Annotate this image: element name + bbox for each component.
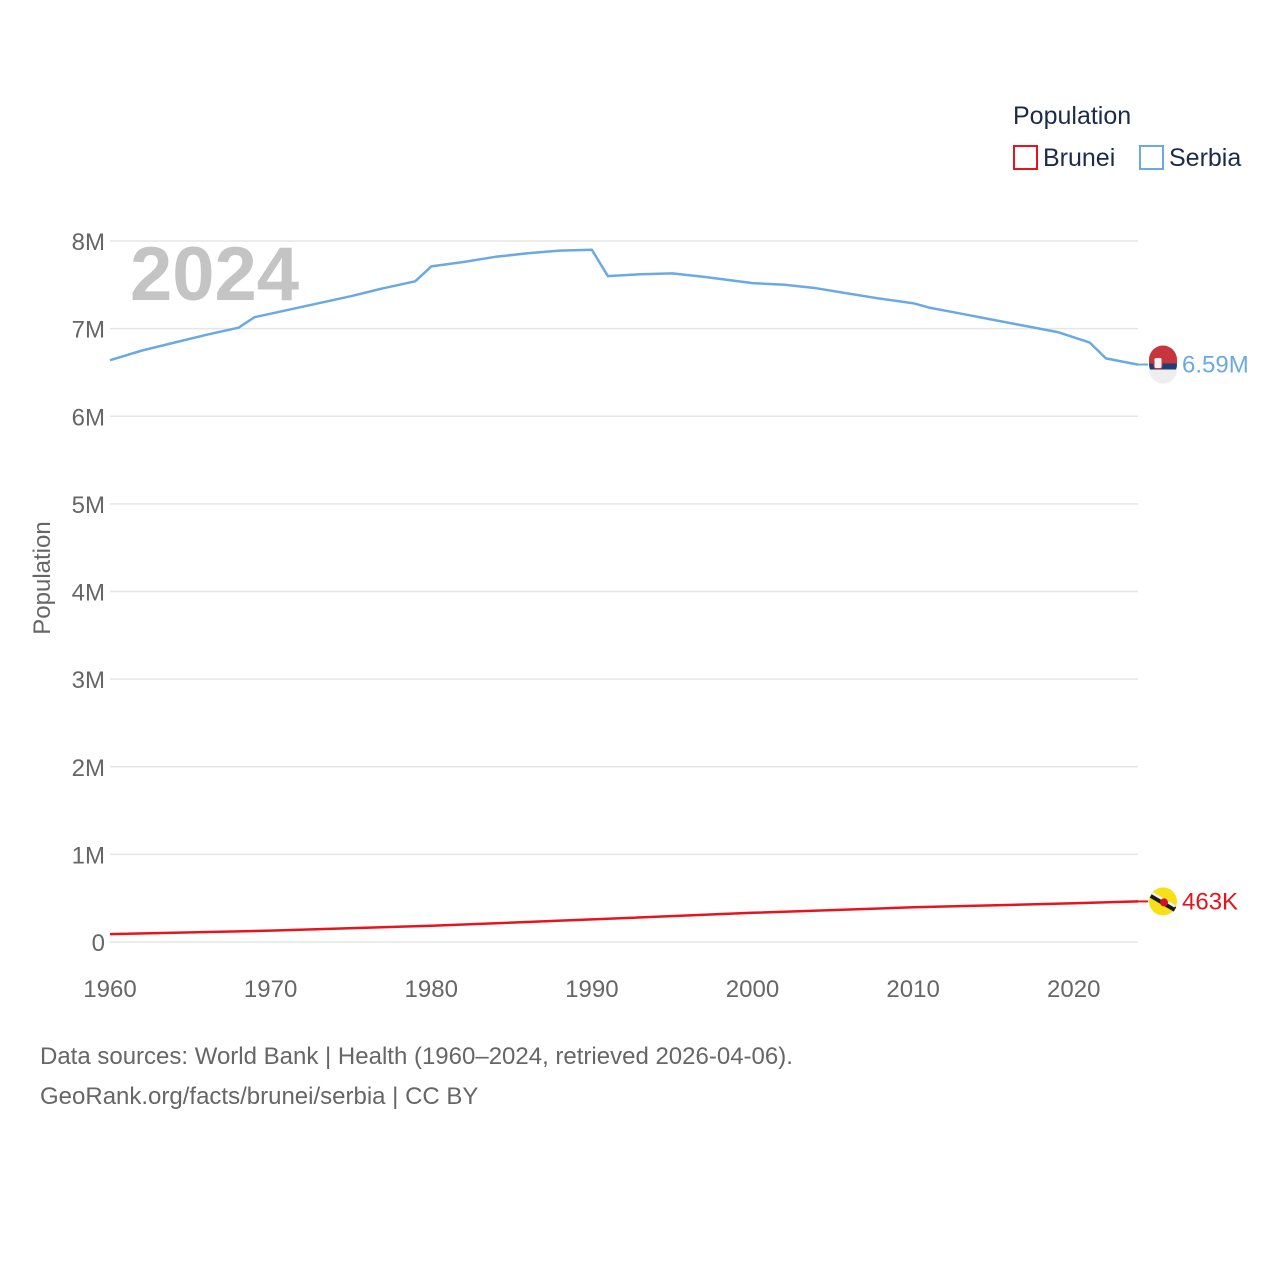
year-label: 2024 bbox=[130, 232, 299, 317]
y-tick-label: 5M bbox=[72, 492, 105, 519]
y-tick-label: 1M bbox=[72, 842, 105, 869]
x-tick-label: 1990 bbox=[565, 976, 618, 1003]
serbia-legend-label[interactable]: Serbia bbox=[1169, 144, 1241, 172]
brunei-legend-label[interactable]: Brunei bbox=[1043, 144, 1115, 172]
legend: Population Brunei Serbia bbox=[1013, 102, 1241, 172]
brunei-series-line bbox=[109, 900, 1139, 936]
x-tick-label: 1960 bbox=[83, 976, 136, 1003]
brunei-end-value-label: 463K bbox=[1182, 888, 1238, 915]
population-line-chart: 0 1M 2M 3M 4M 5M 6M 7M 8M 1960 1970 1980 1990 2000 20… bbox=[29, 102, 1249, 1003]
y-tick-label: 3M bbox=[72, 667, 105, 694]
y-tick-label: 2M bbox=[72, 755, 105, 782]
y-tick-label: 6M bbox=[72, 404, 105, 431]
serbia-legend-swatch[interactable] bbox=[1139, 145, 1164, 170]
x-tick-label: 1980 bbox=[405, 976, 458, 1003]
y-tick-label: 7M bbox=[72, 317, 105, 344]
x-tick-label: 2010 bbox=[886, 976, 939, 1003]
legend-item-brunei[interactable]: Brunei bbox=[1013, 144, 1115, 172]
x-tick-label: 1970 bbox=[244, 976, 297, 1003]
series-end-markers: 463K 6.59M bbox=[1138, 345, 1249, 916]
y-axis-title: Population bbox=[29, 521, 56, 634]
brunei-legend-swatch[interactable] bbox=[1013, 145, 1038, 170]
x-tick-label: 2020 bbox=[1047, 976, 1100, 1003]
series-lines bbox=[109, 248, 1139, 936]
footer-attribution[interactable]: GeoRank.org/facts/brunei/serbia | CC BY bbox=[40, 1083, 479, 1110]
y-tick-label: 4M bbox=[72, 580, 105, 607]
grid-lines bbox=[110, 240, 1138, 943]
legend-title: Population bbox=[1013, 102, 1131, 130]
brunei-flag-icon bbox=[1149, 887, 1177, 916]
footer-sources: Data sources: World Bank | Health (1960–… bbox=[40, 1043, 793, 1070]
y-axis-ticks: 0 1M 2M 3M 4M 5M 6M 7M 8M bbox=[72, 229, 105, 957]
y-tick-label: 8M bbox=[72, 229, 105, 256]
serbia-end-value-label: 6.59M bbox=[1182, 352, 1249, 379]
x-tick-label: 2000 bbox=[726, 976, 779, 1003]
serbia-series-line bbox=[109, 248, 1139, 366]
serbia-flag-icon bbox=[1149, 345, 1178, 384]
y-tick-label: 0 bbox=[92, 930, 105, 957]
legend-item-serbia[interactable]: Serbia bbox=[1139, 144, 1241, 172]
x-axis-ticks: 1960 1970 1980 1990 2000 2010 2020 bbox=[83, 976, 1100, 1003]
